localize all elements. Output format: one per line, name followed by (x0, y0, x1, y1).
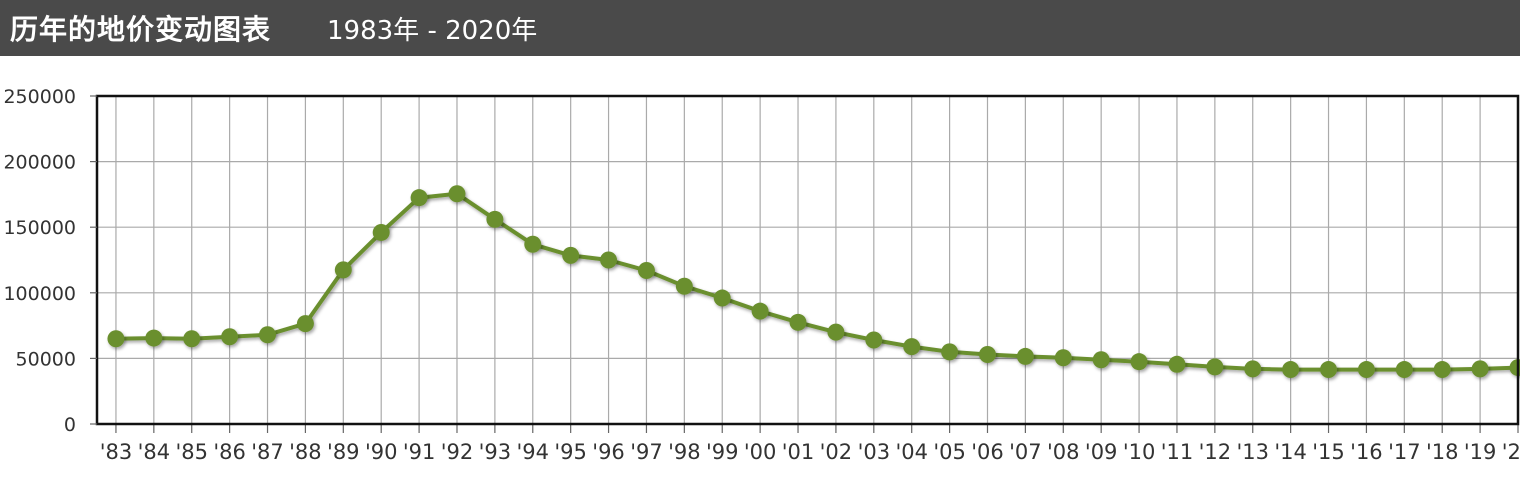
x-tick-label: '96 (592, 440, 625, 464)
grid (97, 96, 1519, 424)
x-tick-label: '18 (1426, 440, 1459, 464)
x-tick-label: '05 (933, 440, 966, 464)
x-tick-label: '83 (100, 440, 133, 464)
x-tick-label: '08 (1047, 440, 1080, 464)
data-point (789, 313, 807, 331)
x-tick-label: '98 (668, 440, 701, 464)
data-point (221, 328, 239, 346)
data-point (1320, 361, 1338, 379)
x-tick-label: '88 (289, 440, 322, 464)
x-tick-label: '16 (1350, 440, 1383, 464)
chart-title: 历年的地价变动图表 (10, 13, 272, 46)
x-tick-label: '10 (1123, 440, 1156, 464)
data-point (334, 261, 352, 279)
y-tick-label: 250000 (3, 86, 76, 108)
plot-frame (90, 94, 1520, 426)
data-point (145, 329, 163, 347)
x-tick-label: '07 (1009, 440, 1042, 464)
data-point (941, 343, 959, 361)
data-point (448, 185, 466, 203)
x-tick-label: '17 (1388, 440, 1421, 464)
plot-border (95, 94, 1520, 426)
data-point (1244, 360, 1262, 378)
data-point (1130, 353, 1148, 371)
data-point (372, 223, 390, 241)
x-tick-label: '02 (820, 440, 853, 464)
data-point (183, 330, 201, 348)
data-point (1092, 351, 1110, 369)
x-tick-label: '09 (1085, 440, 1118, 464)
x-tick-label: '99 (706, 440, 739, 464)
data-point (259, 326, 277, 344)
x-tick-label: '87 (251, 440, 284, 464)
x-tick-label: '12 (1199, 440, 1232, 464)
x-tick-label: '92 (441, 440, 474, 464)
x-tick-label: '90 (365, 440, 398, 464)
data-point (1206, 358, 1224, 376)
x-tick-label: '84 (138, 440, 171, 464)
data-point (107, 330, 125, 348)
y-tick-label: 100000 (3, 283, 76, 305)
x-tick-label: '97 (630, 440, 663, 464)
chart-period: 1983年 - 2020年 (327, 15, 538, 46)
data-point (675, 277, 693, 295)
data-point (1433, 361, 1451, 379)
x-axis: '83'84'85'86'87'88'89'90'91'92'93'94'95 '… (100, 424, 1520, 464)
data-point (1471, 360, 1489, 378)
y-tick-label: 150000 (3, 217, 76, 239)
series (107, 185, 1520, 379)
data-point (486, 210, 504, 228)
x-tick-label: '15 (1312, 440, 1345, 464)
x-tick-label: '19 (1464, 440, 1497, 464)
data-point (600, 251, 618, 269)
x-tick-label: '86 (213, 440, 246, 464)
y-axis: 250000 200000 150000 100000 50000 0 (3, 86, 76, 436)
data-point (524, 235, 542, 253)
data-point (1282, 361, 1300, 379)
x-tick-label: '89 (327, 440, 360, 464)
data-point (1168, 355, 1186, 373)
x-tick-label: '03 (858, 440, 891, 464)
x-tick-label: '20 (1502, 440, 1520, 464)
series-line (115, 191, 1519, 372)
x-tick-label: '13 (1236, 440, 1269, 464)
x-tick-label: '00 (744, 440, 777, 464)
x-tick-label: '06 (971, 440, 1004, 464)
data-point (1357, 361, 1375, 379)
y-tick-label: 0 (64, 414, 76, 436)
x-tick-label: '91 (403, 440, 436, 464)
data-point (410, 189, 428, 207)
data-point (637, 261, 655, 279)
x-tick-label: '85 (175, 440, 208, 464)
x-tick-label: '04 (895, 440, 928, 464)
x-tick-label: '01 (782, 440, 815, 464)
data-point (978, 345, 996, 363)
data-point (1395, 361, 1413, 379)
data-point (865, 331, 883, 349)
data-point (713, 289, 731, 307)
data-point (1054, 349, 1072, 367)
data-point (562, 246, 580, 264)
x-tick-label: '11 (1161, 440, 1194, 464)
data-point (751, 302, 769, 320)
x-tick-label: '95 (554, 440, 587, 464)
data-point (827, 323, 845, 341)
data-point (903, 338, 921, 356)
data-point (1016, 347, 1034, 365)
line-chart: 250000 200000 150000 100000 50000 0 '83'84'85… (3, 86, 1520, 464)
x-tick-label: '93 (479, 440, 512, 464)
chart-header: 历年的地价变动图表 1983年 - 2020年 (0, 0, 1520, 56)
y-tick-label: 50000 (16, 348, 76, 370)
y-tick-label: 200000 (3, 152, 76, 174)
x-tick-label: '14 (1274, 440, 1307, 464)
x-tick-label: '94 (517, 440, 550, 464)
data-point (296, 315, 314, 333)
